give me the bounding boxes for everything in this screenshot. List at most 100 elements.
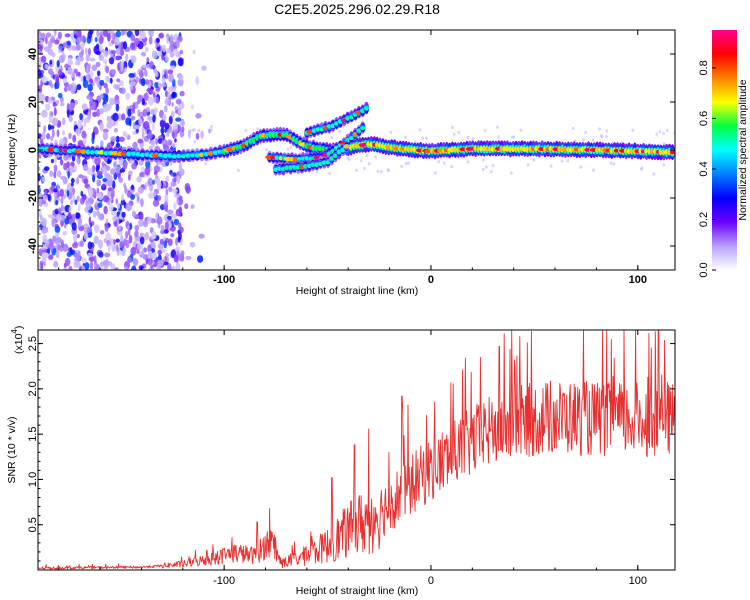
- noise-speck: [114, 267, 119, 270]
- noise-speck: [68, 206, 72, 214]
- noise-speck: [50, 136, 54, 142]
- noise-speck: [122, 41, 128, 50]
- noise-speck: [137, 138, 144, 144]
- noise-speck: [102, 183, 106, 189]
- noise-speck: [51, 35, 55, 40]
- noise-speck: [52, 117, 59, 126]
- noise-speck: [107, 200, 111, 206]
- noise-speck: [44, 63, 48, 69]
- noise-speck: [78, 51, 84, 58]
- ridge-segment: [363, 106, 369, 111]
- noise-speck: [175, 263, 181, 270]
- noise-speck: [125, 202, 132, 212]
- noise-speck: [115, 238, 120, 243]
- noise-speck: [141, 98, 146, 105]
- noise-speck: [192, 49, 196, 55]
- noise-speck: [124, 132, 128, 138]
- noise-speck: [60, 175, 67, 180]
- noise-speck: [167, 91, 171, 99]
- noise-speck: [484, 165, 488, 169]
- snr-x-axis-label: Height of straight line (km): [296, 585, 419, 597]
- noise-speck: [566, 159, 570, 163]
- noise-speck: [89, 78, 94, 84]
- noise-speck: [145, 107, 150, 113]
- noise-speck: [140, 198, 144, 208]
- noise-speck: [66, 251, 72, 258]
- noise-speck: [118, 80, 125, 87]
- noise-speck: [141, 248, 145, 258]
- noise-speck: [47, 40, 53, 49]
- y-tick-label: 0: [27, 147, 39, 153]
- noise-speck: [66, 103, 70, 112]
- noise-speck: [41, 217, 47, 227]
- noise-speck: [164, 221, 169, 230]
- noise-speck: [434, 171, 437, 175]
- y-tick-label: 2.0: [27, 381, 39, 396]
- noise-speck: [64, 217, 70, 225]
- noise-speck: [347, 157, 351, 161]
- noise-speck: [115, 55, 121, 61]
- noise-speck: [139, 78, 142, 83]
- noise-speck: [47, 48, 54, 56]
- noise-speck: [59, 215, 66, 221]
- noise-speck: [110, 168, 116, 175]
- noise-speck: [171, 91, 176, 98]
- noise-speck: [94, 224, 100, 233]
- noise-speck: [98, 239, 103, 248]
- noise-speck: [107, 32, 111, 42]
- noise-speck: [43, 125, 46, 134]
- noise-speck: [560, 159, 564, 163]
- ridge-segment: [162, 153, 169, 158]
- noise-speck: [124, 266, 128, 270]
- noise-speck: [119, 48, 125, 56]
- noise-speck: [181, 126, 185, 133]
- noise-speck: [404, 161, 408, 166]
- noise-speck: [386, 168, 390, 172]
- noise-speck: [62, 243, 69, 252]
- noise-speck: [68, 116, 73, 122]
- ridge-segment: [166, 153, 173, 158]
- noise-speck: [143, 92, 149, 101]
- noise-speck: [76, 195, 80, 202]
- noise-speck: [54, 156, 57, 164]
- noise-speck: [177, 236, 181, 243]
- noise-speck: [45, 36, 48, 45]
- noise-speck: [99, 261, 104, 267]
- noise-speck: [73, 233, 78, 243]
- noise-speck: [61, 130, 65, 136]
- noise-speck: [105, 65, 110, 74]
- noise-speck: [140, 51, 146, 57]
- noise-speck: [125, 53, 129, 62]
- noise-speck: [665, 128, 669, 133]
- colorbar-tick-label: 0.8: [698, 60, 710, 75]
- noise-speck: [38, 226, 41, 231]
- ridge-segment: [53, 148, 60, 153]
- noise-speck: [174, 106, 179, 111]
- noise-speck: [193, 139, 197, 144]
- noise-speck: [407, 161, 411, 165]
- noise-speck: [39, 260, 44, 266]
- noise-speck: [95, 193, 100, 198]
- noise-speck: [144, 128, 148, 135]
- noise-speck: [389, 130, 393, 134]
- noise-speck: [105, 103, 111, 112]
- noise-speck: [116, 47, 121, 56]
- noise-speck: [43, 257, 47, 263]
- ridge-segment: [212, 150, 219, 155]
- noise-speck: [155, 97, 160, 104]
- noise-speck: [105, 87, 109, 95]
- noise-speck: [457, 130, 461, 134]
- noise-speck: [68, 132, 72, 140]
- noise-speck: [612, 162, 616, 166]
- noise-speck: [105, 258, 109, 267]
- noise-speck: [195, 132, 200, 140]
- colorbar-ticks: 0.0 0.2 0.4 0.6 0.8: [698, 60, 716, 278]
- noise-speck: [137, 219, 144, 227]
- noise-speck: [76, 158, 80, 165]
- noise-speck: [159, 119, 166, 129]
- noise-speck: [165, 72, 169, 80]
- noise-speck: [99, 230, 105, 235]
- noise-speck: [165, 252, 170, 258]
- noise-speck: [125, 92, 131, 100]
